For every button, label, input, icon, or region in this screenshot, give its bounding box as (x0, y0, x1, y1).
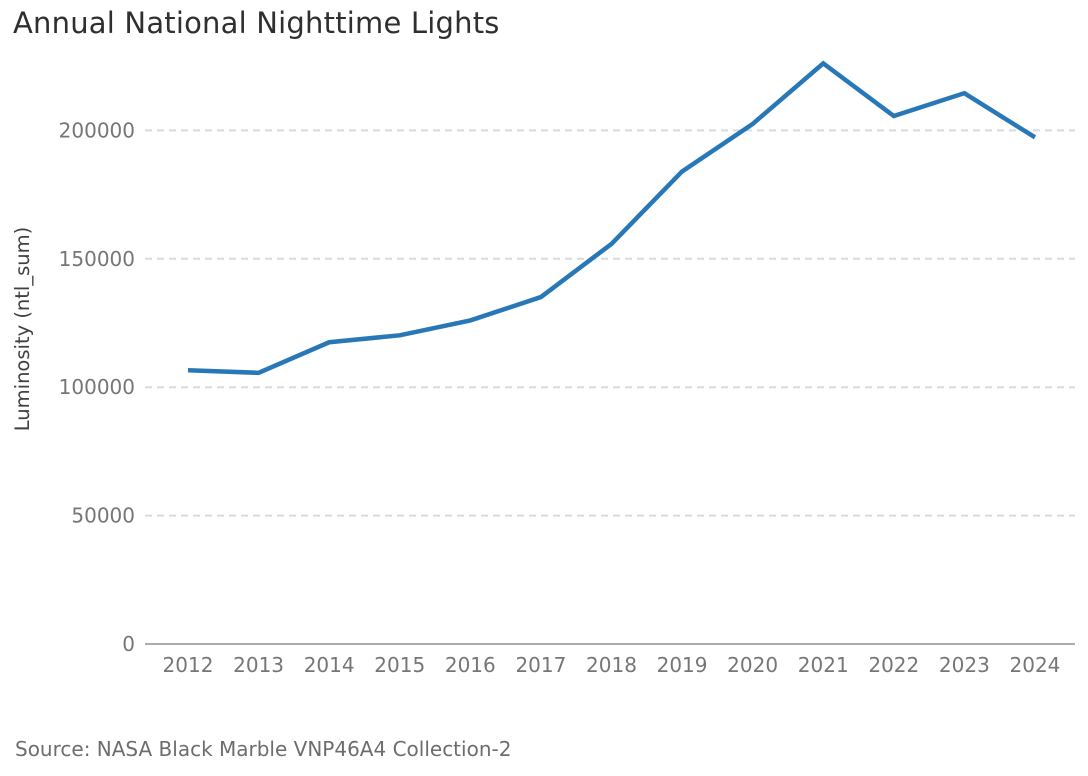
x-tick-label: 2014 (304, 653, 355, 677)
y-tick-label: 0 (122, 632, 135, 656)
chart-title: Annual National Nighttime Lights (13, 6, 500, 40)
x-tick-label: 2017 (515, 653, 566, 677)
gridlines (145, 129, 1075, 517)
y-tick-label: 100000 (59, 375, 135, 399)
y-tick-label: 150000 (59, 247, 135, 271)
data-line-ntl_sum (187, 60, 1037, 376)
x-tick-label: 2024 (1010, 653, 1061, 677)
x-tick-label: 2020 (727, 653, 778, 677)
x-tick-label: 2015 (374, 653, 425, 677)
y-axis-title: Luminosity (ntl_sum) (11, 227, 34, 431)
x-tick-label: 2023 (939, 653, 990, 677)
x-tick-label: 2013 (233, 653, 284, 677)
x-tick-label: 2012 (163, 653, 214, 677)
x-tick-label: 2021 (798, 653, 849, 677)
x-tick-label: 2019 (657, 653, 708, 677)
y-tick-label: 200000 (59, 118, 135, 142)
y-tick-label: 50000 (71, 504, 135, 528)
x-tick-label: 2016 (445, 653, 496, 677)
x-tick-labels: 2012 2013 2014 2015 2016 2017 2018 2019 2020 2021… (163, 653, 1061, 677)
x-tick-label: 2022 (868, 653, 919, 677)
line-chart: 0 50000 100000 150000 200000 2012 2013 2014 2015… (11, 60, 1075, 677)
source-note: Source: NASA Black Marble VNP46A4 Collec… (15, 737, 512, 761)
x-tick-label: 2018 (586, 653, 637, 677)
y-tick-labels: 0 50000 100000 150000 200000 (59, 118, 135, 656)
